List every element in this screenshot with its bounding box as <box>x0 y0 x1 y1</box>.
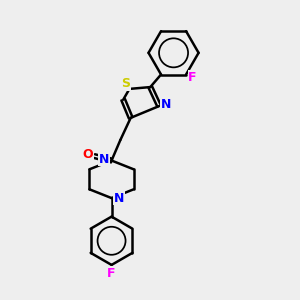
Text: F: F <box>107 267 116 280</box>
Text: S: S <box>122 77 130 90</box>
Text: N: N <box>114 192 124 205</box>
Text: O: O <box>83 148 93 161</box>
Text: N: N <box>160 98 171 111</box>
Text: F: F <box>188 71 197 84</box>
Text: N: N <box>99 153 110 166</box>
